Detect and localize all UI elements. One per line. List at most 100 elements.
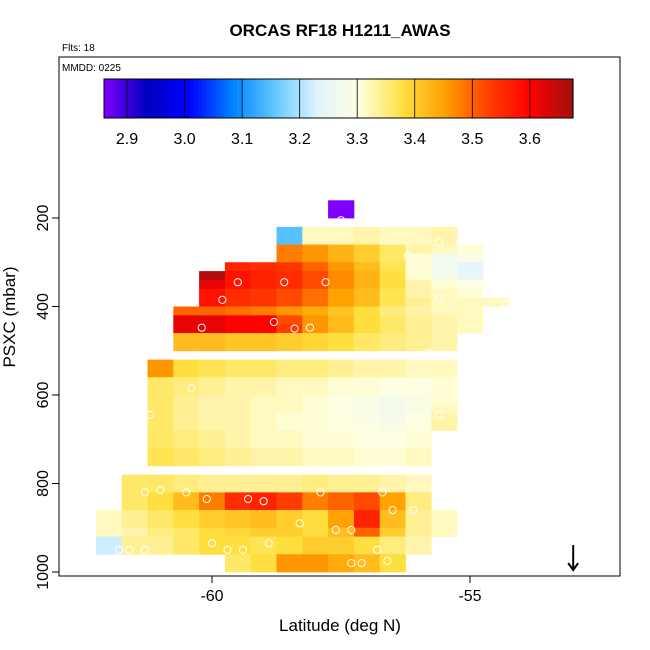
- colorbar-segment: [377, 79, 383, 118]
- heatmap-cell: [328, 271, 355, 281]
- heatmap-cell: [276, 395, 303, 405]
- colorbar-segment: [166, 79, 172, 118]
- sample-point: [486, 264, 495, 273]
- heatmap-cell: [302, 421, 329, 431]
- heatmap-cell: [482, 297, 510, 307]
- heatmap-cell: [276, 527, 303, 537]
- sample-point: [244, 494, 253, 504]
- heatmap-cell: [147, 412, 174, 422]
- heatmap-cell: [276, 244, 303, 254]
- sample-point: [378, 488, 387, 497]
- sample-point: [321, 278, 330, 287]
- heatmap-cell: [431, 386, 458, 396]
- heatmap-cell: [328, 377, 355, 387]
- heatmap-cell: [147, 545, 174, 555]
- colorbar-segment: [240, 79, 246, 118]
- sample-point: [187, 384, 196, 393]
- sample-point: [455, 238, 464, 247]
- heatmap-cell: [379, 279, 406, 290]
- sample-point: [476, 368, 485, 377]
- sample-point: [202, 494, 211, 504]
- colorbar-segment: [154, 79, 160, 118]
- heatmap-cell: [431, 279, 458, 290]
- heatmap-cell: [276, 368, 303, 378]
- y-axis: 200 400 600 800 1000: [35, 205, 59, 590]
- heatmap-cell: [379, 474, 406, 484]
- heatmap-cell: [379, 288, 406, 299]
- heatmap-cell: [431, 368, 458, 378]
- heatmap-cell: [353, 395, 381, 405]
- heatmap-cell: [173, 456, 200, 467]
- colorbar-tick-label: 3.1: [231, 131, 253, 148]
- heatmap-cell: [379, 518, 406, 529]
- heatmap-cell: [431, 421, 458, 431]
- heatmap-cell: [147, 536, 174, 546]
- heatmap-cell: [199, 483, 226, 493]
- heatmap-cell: [276, 288, 303, 299]
- heatmap-cell: [431, 244, 458, 254]
- heatmap-cell: [224, 315, 252, 325]
- heatmap-cell: [224, 386, 252, 396]
- x-axis: -60 -55: [200, 576, 482, 605]
- heatmap-cell: [328, 412, 355, 422]
- heatmap-cell: [379, 377, 406, 387]
- heatmap-cell: [250, 563, 277, 573]
- heatmap-cell: [353, 545, 381, 555]
- heatmap-cell: [250, 527, 277, 537]
- heatmap-cell: [224, 518, 252, 529]
- heatmap-cell: [302, 554, 329, 564]
- colorbar-segment: [444, 79, 449, 118]
- heatmap-cell: [250, 439, 277, 449]
- heatmap-cell: [173, 306, 200, 316]
- colorbar-segment: [522, 79, 527, 118]
- heatmap-cell: [121, 536, 148, 546]
- heatmap-cell: [276, 279, 303, 290]
- sample-point: [218, 295, 227, 304]
- heatmap-cell: [302, 403, 329, 414]
- colorbar-segment: [408, 79, 414, 118]
- heatmap-cell: [276, 492, 303, 502]
- heatmap-cell: [405, 395, 432, 405]
- heatmap-cell: [405, 421, 432, 431]
- colorbar-segment: [326, 79, 332, 118]
- colorbar-segment: [115, 79, 121, 118]
- sample-point: [140, 545, 149, 555]
- heatmap-cell: [302, 527, 329, 537]
- sample-point: [424, 348, 433, 358]
- heatmap-cell: [353, 368, 381, 378]
- colorbar-segment: [131, 79, 136, 118]
- heatmap-cell: [328, 483, 355, 493]
- y-tick-label: 1000: [35, 554, 52, 590]
- heatmap-cell: [250, 306, 277, 316]
- heatmap-cell: [147, 448, 174, 458]
- heatmap-cell: [173, 492, 200, 502]
- colorbar-segment: [393, 79, 398, 118]
- colorbar-segment: [549, 79, 555, 118]
- colorbar-segment: [264, 79, 269, 118]
- colorbar-segment: [451, 79, 457, 118]
- colorbar: [103, 78, 574, 119]
- heatmap-cell: [224, 297, 252, 307]
- heatmap-cell: [457, 244, 484, 254]
- heatmap-cell: [328, 510, 355, 520]
- heatmap-cell: [405, 518, 432, 529]
- heatmap-cell: [276, 306, 303, 316]
- colorbar-segment: [490, 79, 496, 118]
- colorbar-segment: [318, 79, 324, 118]
- heatmap-cell: [379, 554, 406, 564]
- heatmap-cell: [405, 501, 432, 511]
- colorbar-segment: [459, 79, 465, 118]
- colorbar-segment: [123, 79, 129, 118]
- colorbar-segment: [455, 79, 461, 118]
- heatmap-cell: [199, 377, 226, 387]
- heatmap-cell: [276, 421, 303, 431]
- heatmap-cell: [379, 527, 406, 537]
- heatmap-cell: [302, 333, 329, 343]
- heatmap-cell: [431, 271, 458, 281]
- heatmap-cell: [328, 518, 355, 529]
- heatmap-cell: [224, 341, 252, 352]
- heatmap-cell: [302, 412, 329, 422]
- heatmap-cell: [405, 403, 432, 414]
- y-tick-label: 600: [35, 382, 52, 409]
